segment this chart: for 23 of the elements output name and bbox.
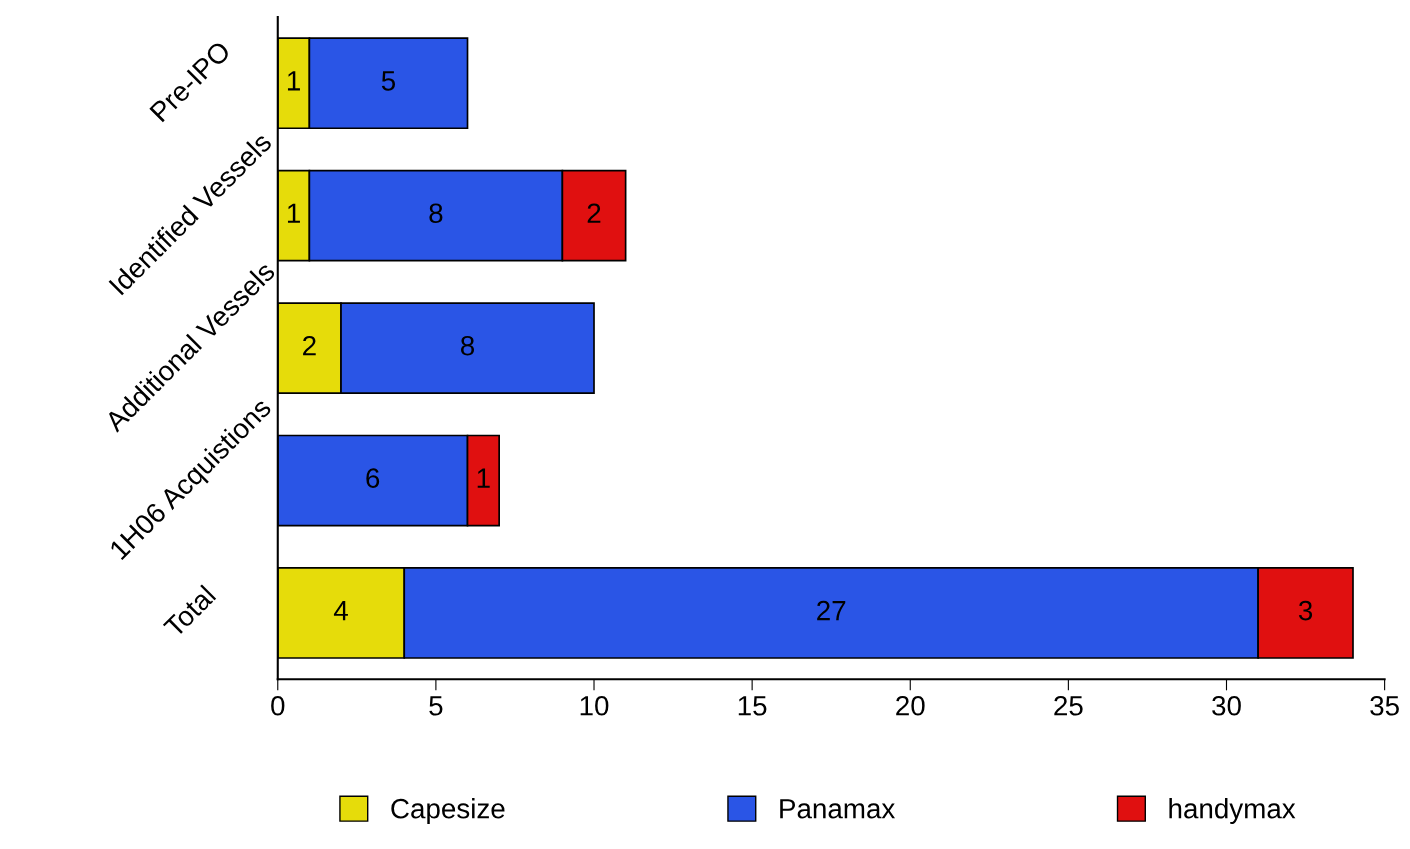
data-label: 8 [461, 335, 475, 356]
data-label: 5 [381, 71, 396, 91]
data-label: 6 [366, 468, 380, 488]
legend-label: handymax [1169, 798, 1296, 824]
data-label: 1 [287, 203, 300, 223]
x-tick-label: 20 [896, 695, 925, 716]
data-label: 2 [587, 203, 601, 223]
x-tick-label: 35 [1370, 695, 1399, 716]
data-label: 1 [477, 468, 490, 488]
data-label: 27 [817, 600, 846, 621]
x-tick-label: 10 [580, 695, 609, 716]
data-label: 1 [287, 71, 300, 91]
data-label: 4 [333, 601, 348, 621]
legend-label: Capesize [391, 798, 505, 824]
x-tick-label: 0 [271, 695, 285, 716]
x-tick-label: 30 [1212, 695, 1241, 716]
data-label: 3 [1298, 600, 1313, 621]
x-tick-label: 25 [1054, 695, 1083, 716]
x-tick-label: 15 [738, 696, 767, 716]
data-label: 8 [429, 203, 443, 224]
data-label: 2 [303, 335, 316, 356]
legend-label: Panamax [780, 799, 895, 819]
x-tick-label: 5 [429, 696, 443, 716]
